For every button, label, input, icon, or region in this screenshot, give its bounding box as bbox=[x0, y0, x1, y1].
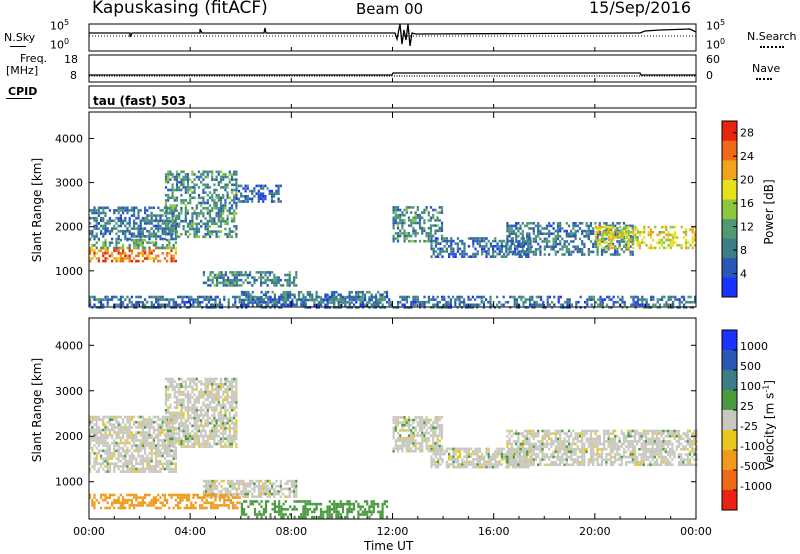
power-colorbar-swatch-5 bbox=[722, 179, 737, 200]
nave-label: Nave bbox=[752, 62, 781, 75]
freq-label-bottom: [MHz] bbox=[6, 64, 39, 77]
velocity-region-7 bbox=[89, 493, 241, 510]
velocity-cbar-label-4: -25 bbox=[740, 420, 758, 433]
power-ytick-label-2: 3000 bbox=[55, 177, 83, 190]
noise-left-tick-high: 105 bbox=[50, 18, 70, 33]
power-region-5 bbox=[202, 271, 298, 287]
power-ytick-label-1: 2000 bbox=[55, 221, 83, 234]
noise-sky-trace bbox=[89, 23, 697, 47]
noise-search-legend-line bbox=[760, 46, 784, 48]
nave-legend-line bbox=[756, 78, 772, 80]
xtick-label-5: 20:00 bbox=[579, 525, 611, 538]
velocity-colorbar-frame bbox=[721, 329, 738, 511]
power-region-9 bbox=[506, 222, 634, 256]
velocity-colorbar-swatch-4 bbox=[722, 410, 737, 431]
velocity-ytick-label-2: 3000 bbox=[55, 385, 83, 398]
power-region-3 bbox=[164, 170, 238, 239]
power-region-4 bbox=[235, 184, 282, 203]
noise-right-tick-high: 105 bbox=[706, 18, 726, 33]
power-cbar-label-0: 4 bbox=[740, 268, 747, 281]
xtick-label-2: 08:00 bbox=[275, 525, 307, 538]
velocity-ytick-label-1: 2000 bbox=[55, 430, 83, 443]
velocity-region-1 bbox=[164, 377, 238, 448]
power-colorbar-swatch-1 bbox=[722, 257, 737, 278]
power-cbar-label-1: 8 bbox=[740, 244, 747, 257]
power-region-2 bbox=[89, 206, 177, 241]
power-heatmap bbox=[89, 170, 697, 309]
freq-trace bbox=[89, 72, 696, 76]
freq-left-tick-high: 18 bbox=[64, 53, 78, 66]
power-ytick-label-3: 4000 bbox=[55, 132, 83, 145]
xtick-label-4: 16:00 bbox=[478, 525, 510, 538]
velocity-ytick-label-3: 4000 bbox=[55, 339, 83, 352]
noise-sky-legend-line bbox=[10, 46, 26, 47]
velocity-region-6 bbox=[506, 429, 698, 467]
power-colorbar-swatch-6 bbox=[722, 160, 737, 180]
axes-group: 1000 2000 3000 4000 1000 2000 3000 4000 00:00 04:… bbox=[55, 47, 712, 538]
colorbars: 4 8 12 16 20 24 28 1000 500 100 25 -25 -100 -500 -1000 bbox=[721, 120, 772, 511]
velocity-colorbar-swatch-1 bbox=[722, 350, 737, 371]
power-colorbar-swatch-8 bbox=[722, 121, 737, 141]
power-colorbar-swatch-3 bbox=[722, 218, 737, 239]
xtick-label-1: 04:00 bbox=[174, 525, 206, 538]
velocity-colorbar-swatch-8 bbox=[722, 490, 737, 511]
velocity-colorbar-swatch-2 bbox=[722, 370, 737, 391]
velocity-colorbar-swatch-7 bbox=[722, 470, 737, 491]
velocity-cbar-label-6: -500 bbox=[740, 460, 765, 473]
noise-right-tick-low: 100 bbox=[706, 37, 726, 52]
velocity-cbar-label-7: -1000 bbox=[740, 480, 772, 493]
cpid-underline bbox=[6, 98, 32, 99]
noise-panel-frame bbox=[88, 23, 697, 52]
freq-right-tick-low: 0 bbox=[706, 69, 713, 82]
noise-search-label: N.Search bbox=[747, 30, 797, 43]
velocity-cbar-label-1: 500 bbox=[740, 360, 761, 373]
velocity-colorbar-swatch-5 bbox=[722, 430, 737, 451]
velocity-cbar-label-5: -100 bbox=[740, 440, 765, 453]
power-colorbar-frame bbox=[721, 120, 738, 298]
freq-left-tick-low: 8 bbox=[70, 69, 77, 82]
power-cbar-label-6: 28 bbox=[740, 127, 754, 140]
velocity-cbar-label-3: 25 bbox=[740, 400, 754, 413]
cpid-value: tau (fast) 503 bbox=[93, 94, 186, 108]
velocity-colorbar-swatch-6 bbox=[722, 450, 737, 471]
noise-left-tick-low: 100 bbox=[50, 37, 70, 52]
power-cbar-label-5: 24 bbox=[740, 150, 754, 163]
velocity-heatmap bbox=[89, 377, 698, 519]
power-cbar-label-4: 20 bbox=[740, 174, 754, 187]
velocity-colorbar-swatch-0 bbox=[722, 330, 737, 351]
xtick-label-6: 00:00 bbox=[680, 525, 712, 538]
noise-sky-label: N.Sky bbox=[4, 31, 36, 44]
power-cbar-label-2: 12 bbox=[740, 221, 754, 234]
power-ytick-label-0: 1000 bbox=[55, 265, 83, 278]
power-region-10 bbox=[594, 225, 696, 250]
date-label: 15/Sep/2016 bbox=[589, 0, 692, 17]
power-colorbar-swatch-0 bbox=[722, 277, 737, 298]
cpid-label: CPID bbox=[8, 85, 38, 98]
freq-label-top: Freq. bbox=[20, 52, 48, 65]
power-colorbar-swatch-7 bbox=[722, 140, 737, 161]
beam-label: Beam 00 bbox=[356, 0, 424, 18]
velocity-colorbar-swatch-3 bbox=[722, 390, 737, 411]
velocity-region-4 bbox=[392, 416, 444, 453]
velocity-ytick-label-0: 1000 bbox=[55, 476, 83, 489]
power-colorbar-swatch-2 bbox=[722, 238, 737, 259]
power-region-1 bbox=[89, 238, 177, 250]
power-region-0 bbox=[89, 246, 177, 263]
velocity-region-3 bbox=[240, 500, 389, 519]
velocity-region-0 bbox=[89, 415, 177, 473]
site-title: Kapuskasing (fitACF) bbox=[92, 0, 268, 18]
power-region-7 bbox=[392, 206, 444, 243]
power-colorbar-swatch-4 bbox=[722, 199, 737, 220]
x-axis-title: Time UT bbox=[364, 539, 414, 553]
xtick-label-3: 12:00 bbox=[377, 525, 409, 538]
velocity-region-2 bbox=[202, 479, 298, 498]
freq-panel-frame bbox=[88, 54, 697, 83]
velocity-cbar-label-0: 1000 bbox=[740, 340, 768, 353]
xtick-label-0: 00:00 bbox=[73, 525, 105, 538]
freq-right-tick-high: 60 bbox=[706, 53, 720, 66]
power-cbar-label-3: 16 bbox=[740, 197, 754, 210]
velocity-cbar-label-2: 100 bbox=[740, 380, 761, 393]
